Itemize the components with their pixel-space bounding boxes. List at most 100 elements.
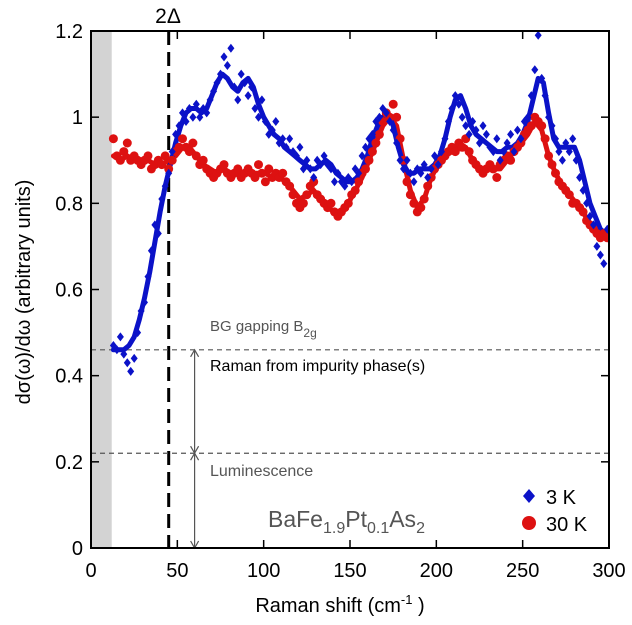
point-30k	[198, 155, 208, 165]
point-30k	[371, 138, 381, 148]
point-3k	[590, 220, 597, 230]
point-30k	[551, 168, 560, 178]
point-3k	[168, 147, 176, 157]
point-3k	[455, 99, 463, 109]
point-3k	[438, 147, 445, 157]
point-3k	[154, 229, 162, 238]
point-3k	[572, 155, 580, 165]
point-3k	[465, 129, 473, 139]
point-3k	[130, 353, 138, 363]
point-3k	[375, 112, 383, 122]
point-3k	[555, 147, 563, 157]
point-30k	[423, 181, 433, 191]
point-3k	[227, 43, 235, 53]
point-3k	[500, 147, 508, 157]
point-3k	[220, 52, 228, 62]
point-30k	[122, 138, 132, 148]
point-30k	[405, 190, 415, 200]
point-3k	[396, 155, 404, 165]
point-3k	[358, 151, 366, 161]
impurity-annotation: Raman from impurity phase(s)	[210, 358, 425, 375]
point-30k	[416, 203, 426, 213]
point-30k	[537, 121, 547, 131]
point-3k	[161, 181, 169, 191]
point-3k	[144, 272, 152, 282]
point-30k	[578, 207, 588, 217]
y-tick-label: 1.2	[55, 21, 83, 43]
point-30k	[257, 168, 267, 178]
point-30k	[119, 147, 129, 157]
point-3k	[182, 117, 190, 126]
point-30k	[392, 112, 402, 122]
point-3k	[517, 134, 525, 144]
point-3k	[185, 104, 193, 113]
point-3k	[420, 160, 428, 170]
point-3k	[120, 349, 128, 359]
x-tick-label: 300	[592, 560, 625, 582]
point-3k	[355, 168, 363, 178]
point-3k	[538, 73, 546, 83]
point-3k	[196, 112, 204, 122]
point-3k	[244, 91, 252, 101]
point-3k	[524, 112, 532, 122]
point-30k	[367, 147, 377, 157]
y-tick-label: 0	[72, 538, 83, 560]
point-3k	[482, 129, 490, 139]
point-3k	[306, 164, 314, 174]
point-30k	[108, 134, 118, 144]
point-3k	[562, 138, 570, 148]
point-3k	[175, 121, 183, 131]
point-3k	[172, 129, 180, 139]
point-3k	[320, 151, 328, 161]
point-3k	[406, 168, 414, 178]
point-30k	[602, 233, 609, 243]
point-3k	[479, 121, 487, 131]
point-3k	[151, 220, 159, 230]
point-3k	[469, 117, 477, 126]
point-3k	[296, 142, 304, 152]
point-3k	[327, 164, 335, 174]
point-3k	[251, 104, 259, 113]
point-3k	[489, 147, 497, 157]
point-30k	[544, 151, 554, 161]
point-30k	[219, 160, 229, 170]
fit-line-30k	[110, 114, 609, 241]
point-30k	[167, 155, 177, 165]
x-tick-label: 100	[247, 560, 280, 582]
point-30k	[374, 129, 384, 139]
point-3k	[417, 168, 425, 178]
point-30k	[288, 190, 298, 200]
compound-formula: BaFe1.9Pt0.1As2	[268, 506, 425, 537]
point-3k	[241, 78, 249, 88]
point-3k	[331, 177, 338, 187]
point-30k	[178, 134, 187, 144]
point-30k	[354, 177, 364, 187]
point-3k	[548, 121, 556, 131]
point-30k	[450, 147, 460, 157]
point-3k	[137, 306, 145, 316]
point-3k	[382, 108, 390, 118]
point-3k	[576, 173, 584, 182]
point-30k	[457, 142, 467, 152]
point-3k	[258, 95, 266, 105]
point-3k	[583, 198, 591, 208]
y-tick-label: 0.4	[55, 366, 83, 388]
point-30k	[506, 155, 516, 165]
point-30k	[388, 99, 398, 109]
point-30k	[464, 147, 474, 157]
y-tick-label: 0.8	[55, 193, 83, 215]
point-3k	[596, 250, 604, 260]
legend-marker-3k	[523, 489, 535, 503]
point-30k	[115, 155, 125, 165]
bg-gapping-annotation: BG gapping B2g	[210, 318, 317, 340]
point-3k	[282, 142, 290, 152]
point-3k	[368, 129, 376, 139]
y-axis-label: dσ(ω)/dω (arbitrary units)	[13, 180, 35, 405]
point-3k	[299, 164, 307, 174]
point-3k	[334, 168, 342, 178]
point-3k	[237, 69, 245, 79]
point-3k	[261, 117, 269, 126]
point-3k	[210, 86, 218, 96]
point-3k	[279, 134, 287, 144]
point-3k	[217, 69, 224, 79]
